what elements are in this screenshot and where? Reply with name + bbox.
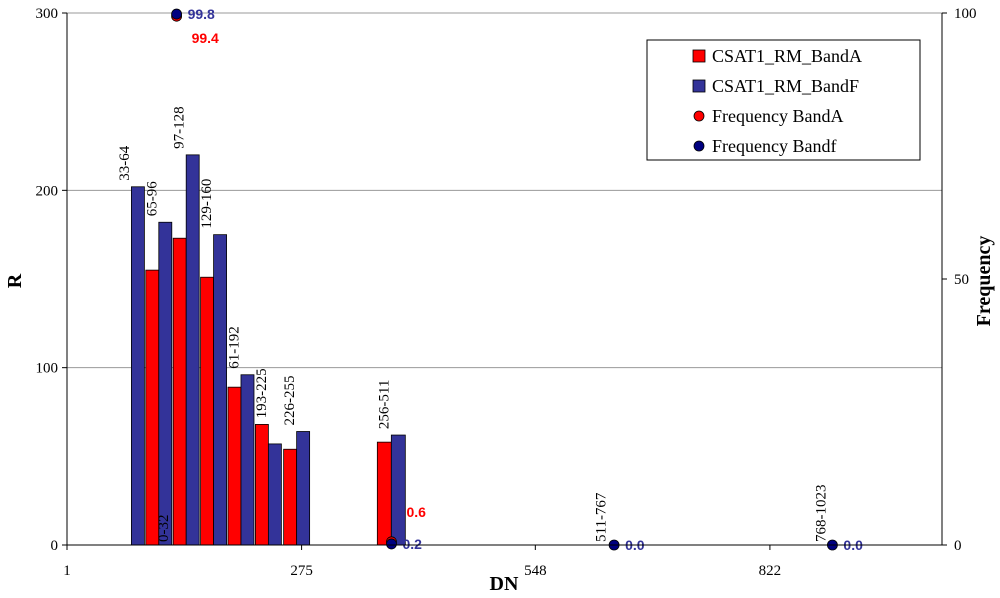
bar-banda (200, 276, 214, 546)
bar-banda (145, 269, 160, 546)
legend: CSAT1_RM_BandA CSAT1_RM_BandF Frequency … (646, 39, 921, 161)
bar-banda (376, 441, 392, 546)
legend-label-freq-bandf: Frequency Bandf (712, 136, 836, 156)
freq-data-label: 0.2 (402, 536, 422, 552)
legend-swatch-bandf (692, 79, 706, 93)
y-tick-label: 0 (51, 538, 59, 554)
bar-bandf (130, 186, 145, 546)
category-label: 0-32 (156, 515, 172, 543)
category-label: 511-767 (594, 492, 610, 542)
frequency-points: 99.40.699.80.2 0.0 0.0 (171, 6, 863, 553)
category-label: 97-128 (172, 106, 188, 149)
legend-marker-freq-banda (693, 110, 705, 122)
y2-tick-label: 100 (954, 6, 977, 22)
y2-tick-label: 0 (954, 538, 962, 554)
y2-tick-label: 50 (954, 272, 969, 288)
bar-bandf (267, 443, 282, 546)
freq-point-bandf (386, 538, 397, 550)
y-axis-title: R (4, 273, 26, 288)
legend-swatch-banda (692, 49, 706, 63)
category-labels: 0-32 33-64 65-96 97-128 129-160 61-192 193-225… (117, 106, 830, 542)
legend-marker-freq-bandf (693, 140, 705, 152)
x-tick-label: 548 (524, 563, 547, 579)
x-tick-label: 275 (290, 563, 313, 579)
legend-label-bandf: CSAT1_RM_BandF (712, 76, 859, 96)
freq-point-bandf (171, 8, 182, 20)
category-label: 226-255 (282, 376, 298, 426)
y-tick-label: 200 (36, 183, 59, 199)
category-label: 768-1023 (814, 485, 830, 543)
x-tick-label: 822 (759, 563, 782, 579)
bar-bandf (185, 154, 200, 546)
freq-data-label: 99.4 (192, 30, 219, 46)
bar-bandf (213, 234, 227, 546)
bar-bandf (240, 374, 255, 546)
category-label: 193-225 (254, 368, 270, 418)
bar-banda (172, 237, 187, 546)
x-axis-title: DN (490, 573, 519, 595)
bar-bandf (390, 434, 406, 546)
y2-axis-title: Frequency (973, 236, 995, 327)
bar-banda (227, 386, 242, 546)
legend-label-banda: CSAT1_RM_BandA (712, 46, 862, 66)
bars (130, 154, 406, 546)
category-label: 129-160 (199, 179, 215, 229)
freq-data-label: 99.8 (188, 6, 215, 22)
legend-box (646, 39, 921, 161)
x-tick-label: 1 (63, 563, 71, 579)
category-label: 33-64 (117, 145, 133, 180)
bar-banda (254, 424, 269, 546)
y2-ticks: 0 50 100 (942, 6, 977, 554)
freq-data-label: 0.6 (406, 504, 426, 520)
category-label: 256-511 (376, 380, 392, 429)
legend-label-freq-banda: Frequency BandA (712, 106, 843, 126)
y-tick-label: 300 (36, 6, 59, 22)
y-tick-label: 100 (36, 361, 59, 377)
y-ticks: 0 100 200 300 (36, 6, 67, 554)
bar-bandf (158, 221, 173, 546)
category-label: 65-96 (144, 181, 160, 216)
category-label: 61-192 (226, 326, 242, 369)
x-ticks: 1 275 548 822 (63, 545, 781, 579)
bar-banda (283, 448, 298, 546)
bar-bandf (296, 431, 311, 546)
